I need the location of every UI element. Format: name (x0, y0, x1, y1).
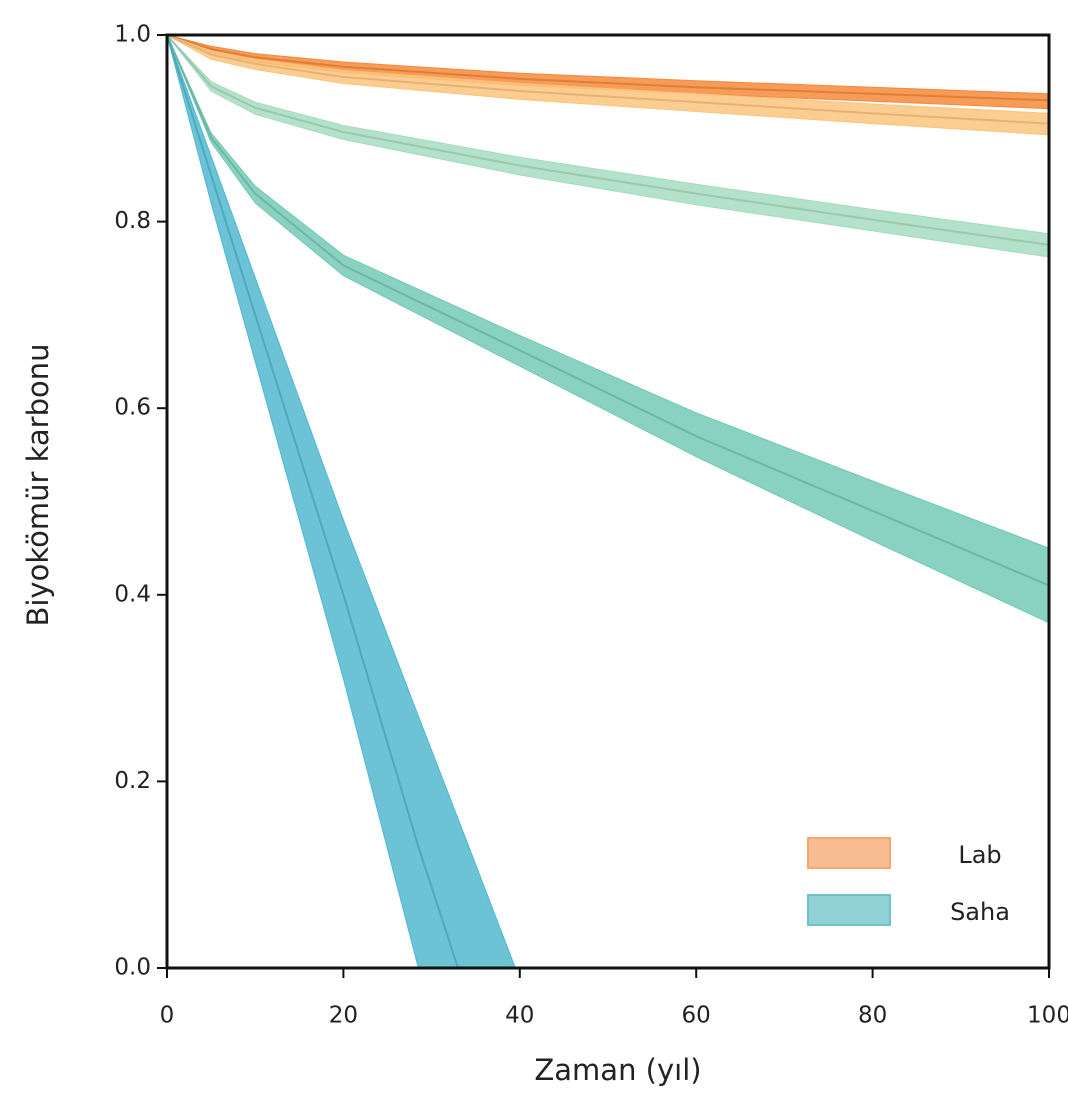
x-tick-label: 80 (858, 1003, 887, 1029)
band (167, 35, 1049, 624)
legend-swatch (807, 837, 891, 869)
x-axis-label: Zaman (yıl) (534, 1053, 701, 1087)
center-line (167, 35, 460, 968)
x-tick-label: 40 (505, 1003, 534, 1029)
center-line (167, 35, 1049, 102)
center-line (167, 35, 1049, 246)
legend-label: Saha (950, 898, 1010, 926)
legend-swatch (807, 894, 891, 926)
plot-frame (165, 33, 1051, 970)
center-line (167, 35, 1049, 587)
y-tick-label: 0.6 (114, 395, 151, 421)
band (167, 35, 1049, 258)
y-tick-label: 0.0 (114, 955, 151, 981)
x-tick-label: 20 (329, 1003, 358, 1029)
y-tick-label: 0.4 (114, 581, 151, 607)
center-line (167, 35, 1049, 125)
plot-area (167, 35, 1049, 968)
y-tick-label: 0.8 (114, 208, 151, 234)
y-axis-label: Biyokömür karbonu (21, 343, 55, 626)
y-tick-label: 0.2 (114, 768, 151, 794)
x-tick-label: 60 (682, 1003, 711, 1029)
x-tick-label: 0 (160, 1003, 175, 1029)
x-tick-label: 100 (1027, 1003, 1068, 1029)
legend-label: Lab (958, 841, 1001, 869)
band (167, 35, 516, 968)
y-tick-label: 1.0 (114, 22, 151, 48)
